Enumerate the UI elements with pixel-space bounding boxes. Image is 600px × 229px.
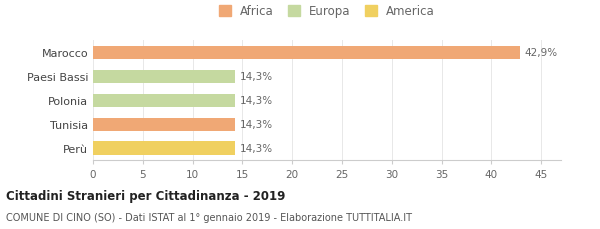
Text: 14,3%: 14,3%: [239, 72, 272, 82]
Text: Cittadini Stranieri per Cittadinanza - 2019: Cittadini Stranieri per Cittadinanza - 2…: [6, 189, 286, 202]
Bar: [93, 142, 235, 155]
Text: 14,3%: 14,3%: [239, 120, 272, 130]
Text: 42,9%: 42,9%: [524, 48, 557, 58]
Bar: [93, 94, 235, 107]
Text: 14,3%: 14,3%: [239, 143, 272, 153]
Text: 14,3%: 14,3%: [239, 96, 272, 106]
Legend: Africa, Europa, America: Africa, Europa, America: [215, 2, 439, 22]
Bar: [93, 47, 520, 60]
Bar: [93, 118, 235, 131]
Text: COMUNE DI CINO (SO) - Dati ISTAT al 1° gennaio 2019 - Elaborazione TUTTITALIA.IT: COMUNE DI CINO (SO) - Dati ISTAT al 1° g…: [6, 212, 412, 222]
Bar: [93, 71, 235, 84]
